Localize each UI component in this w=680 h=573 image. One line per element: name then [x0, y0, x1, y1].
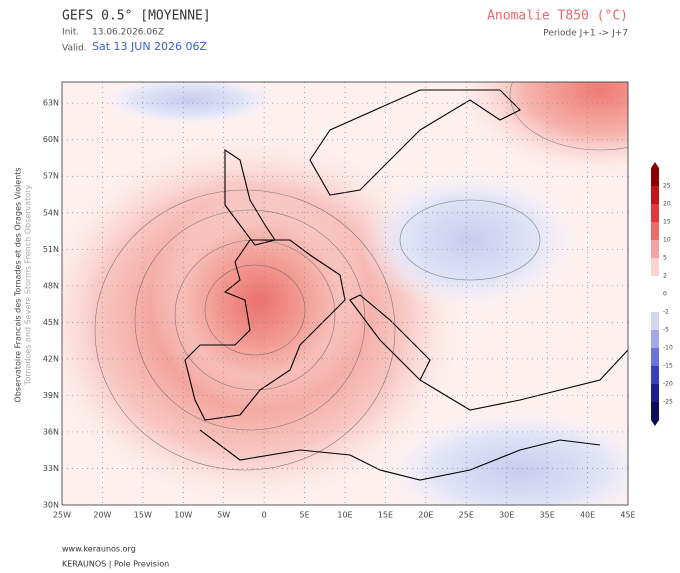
valid-time: Sat 13 JUN 2026 06Z [92, 40, 208, 53]
lat-label: 48N [43, 281, 59, 290]
footer-credit: KERAUNOS | Pole Prevision [62, 560, 169, 569]
colorbar-cell [651, 402, 659, 421]
lat-label: 39N [43, 391, 59, 400]
colorbar-cell [651, 384, 659, 403]
colorbar-cell [651, 258, 659, 277]
lat-label: 54N [43, 208, 59, 217]
lon-label: 5W [217, 511, 230, 520]
colorbar-label: 5 [663, 255, 667, 262]
colorbar-label: 20 [663, 201, 671, 208]
lat-label: 51N [43, 245, 59, 254]
lon-label: 35E [540, 511, 555, 520]
colorbar-cap-top [651, 162, 659, 168]
colorbar-label: 25 [663, 183, 671, 190]
lat-label: 60N [43, 135, 59, 144]
lon-label: 10E [337, 511, 352, 520]
colorbar-cell [651, 330, 659, 349]
lon-label: 20W [93, 511, 111, 520]
lon-label: 25W [53, 511, 71, 520]
colorbar-cell [651, 294, 659, 313]
valid-label: Valid. [62, 44, 87, 54]
colorbar-label: -15 [663, 363, 673, 370]
init-label: Init. [62, 28, 79, 38]
colorbar-cell [651, 222, 659, 241]
lat-label: 42N [43, 354, 59, 363]
init-time: 13.06.2026.06Z [92, 28, 164, 38]
colorbar-label: -20 [663, 381, 673, 388]
colorbar-label: -5 [663, 327, 669, 334]
lon-label: 10W [174, 511, 192, 520]
lon-label: 15W [134, 511, 152, 520]
colorbar-cell [651, 186, 659, 205]
colorbar-cell [651, 312, 659, 331]
lat-label: 30N [43, 501, 59, 510]
colorbar-cell [651, 276, 659, 295]
lon-label: 15E [378, 511, 393, 520]
lat-label: 63N [43, 99, 59, 108]
colorbar-cell [651, 240, 659, 259]
colorbar-label: 2 [663, 273, 667, 280]
lon-label: 5E [299, 511, 309, 520]
colorbar-cell [651, 348, 659, 367]
colorbar-label: -10 [663, 345, 673, 352]
watermark-en: Tornadoes and Severe Storms French Obser… [24, 185, 33, 387]
footer-url: www.keraunos.org [62, 545, 136, 554]
watermark: Observatoire Francais des Tornades et de… [14, 167, 23, 402]
colorbar-cell [651, 168, 659, 187]
colorbar-label: 10 [663, 237, 671, 244]
colorbar-label: -2 [663, 309, 669, 316]
colorbar-cell [651, 366, 659, 385]
colorbar-cap-bottom [651, 420, 659, 426]
colorbar-label: -25 [663, 399, 673, 406]
map-frame [61, 81, 629, 506]
lat-label: 33N [43, 464, 59, 473]
lat-label: 45N [43, 318, 59, 327]
lon-label: 0 [262, 511, 267, 520]
lon-label: 20E [418, 511, 433, 520]
lat-label: 36N [43, 427, 59, 436]
lon-label: 40E [580, 511, 595, 520]
lon-label: 30E [499, 511, 514, 520]
product-title: Anomalie T850 (°C) [487, 9, 628, 24]
map-field [62, 82, 628, 505]
lat-label: 57N [43, 172, 59, 181]
period: Periode J+1 -> J+7 [543, 29, 628, 39]
model-title: GEFS 0.5° [MOYENNE] [62, 9, 211, 24]
graticule [62, 82, 628, 505]
colorbar-label: 15 [663, 219, 671, 226]
colorbar-label: 0 [663, 291, 667, 298]
lon-label: 45E [620, 511, 635, 520]
lon-label: 25E [459, 511, 474, 520]
colorbar-cell [651, 204, 659, 223]
